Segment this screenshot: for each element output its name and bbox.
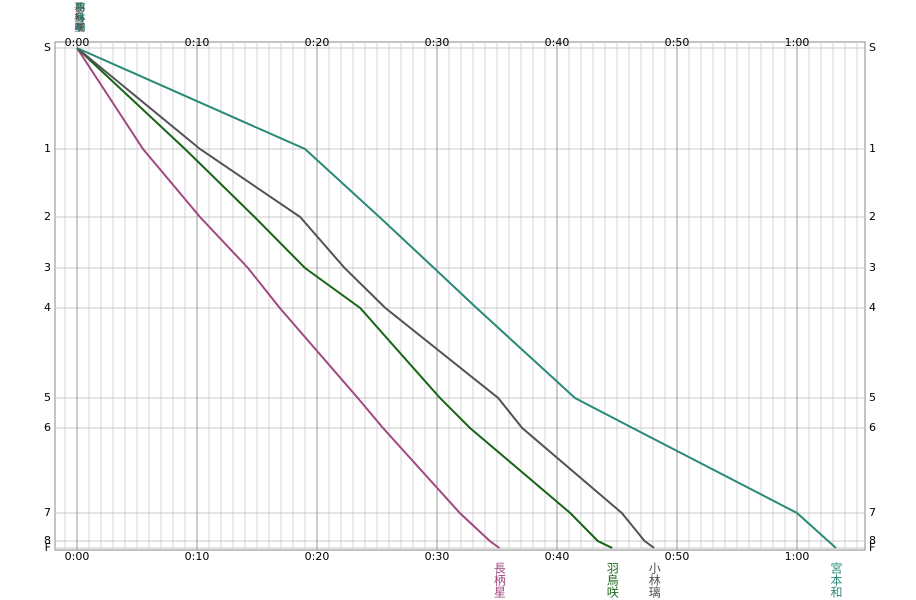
y-tick-label-right: F xyxy=(869,541,875,554)
runner-name: 宮本和 xyxy=(829,561,843,598)
x-tick-label: 0:00 xyxy=(65,36,90,49)
runner-name-top: 羽鳥咲 xyxy=(72,2,84,33)
y-tick-label-right: 8 xyxy=(869,534,876,547)
y-tick-label: 3 xyxy=(44,261,51,274)
y-tick-label-right: 3 xyxy=(869,261,876,274)
y-tick-label-right: 6 xyxy=(869,421,876,434)
runner-line xyxy=(76,47,500,549)
runner-name: 小林璃 xyxy=(647,562,661,599)
runner-name-top: 小林璃 xyxy=(73,2,85,33)
y-tick-label: 7 xyxy=(44,506,51,519)
x-tick-label-bottom: 0:40 xyxy=(545,550,570,563)
y-tick-label: 2 xyxy=(44,210,51,223)
x-tick-label: 1:00 xyxy=(785,36,810,49)
x-tick-label-bottom: 0:30 xyxy=(425,550,450,563)
runner-name-top: 宮本和 xyxy=(73,1,85,33)
y-tick-label-right: 1 xyxy=(869,142,876,155)
x-tick-label-bottom: 0:20 xyxy=(305,550,330,563)
runner-line xyxy=(76,47,655,549)
x-tick-label-bottom: 1:00 xyxy=(785,550,810,563)
y-tick-label-right: 4 xyxy=(869,301,876,314)
y-tick-label-right: 7 xyxy=(869,506,876,519)
y-tick-label: 5 xyxy=(44,391,51,404)
y-tick-label-right: S xyxy=(869,41,876,54)
y-tick-label-right: 5 xyxy=(869,391,876,404)
y-tick-label: 1 xyxy=(44,142,51,155)
runner-name: 羽鳥咲 xyxy=(605,562,619,599)
y-tick-label: F xyxy=(45,541,51,554)
runner-line xyxy=(76,47,837,549)
y-tick-label: 4 xyxy=(44,301,51,314)
x-tick-label: 0:40 xyxy=(545,36,570,49)
plot-area xyxy=(54,41,866,551)
x-tick-label-bottom: 0:00 xyxy=(65,550,90,563)
y-tick-label-right: 2 xyxy=(869,210,876,223)
runner-line xyxy=(76,47,613,549)
runner-name: 長柄星 xyxy=(492,562,506,598)
x-tick-label: 0:50 xyxy=(665,36,690,49)
y-tick-label: 6 xyxy=(44,421,51,434)
x-tick-label-bottom: 0:50 xyxy=(665,550,690,563)
x-tick-label: 0:30 xyxy=(425,36,450,49)
runner-name-top: 長柄星 xyxy=(71,2,83,32)
x-tick-label: 0:20 xyxy=(305,36,330,49)
y-tick-label: S xyxy=(44,41,51,54)
x-tick-label: 0:10 xyxy=(185,36,210,49)
x-tick-label-bottom: 0:10 xyxy=(185,550,210,563)
y-tick-label: 8 xyxy=(44,534,51,547)
